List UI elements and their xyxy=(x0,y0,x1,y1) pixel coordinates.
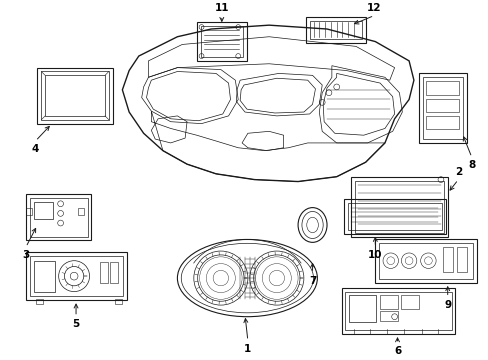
Bar xyxy=(345,292,450,330)
Bar xyxy=(354,181,443,233)
Text: 8: 8 xyxy=(467,160,474,170)
Bar xyxy=(110,262,117,283)
Bar xyxy=(418,73,466,143)
Text: 1: 1 xyxy=(244,343,251,354)
Bar xyxy=(350,177,447,237)
Text: 11: 11 xyxy=(214,3,228,13)
Bar xyxy=(426,81,458,95)
Bar xyxy=(309,21,361,39)
Bar xyxy=(426,116,458,129)
Text: 2: 2 xyxy=(454,167,461,177)
Bar xyxy=(305,17,365,42)
Text: 9: 9 xyxy=(443,300,450,310)
Bar xyxy=(379,296,397,309)
Bar xyxy=(348,296,375,323)
Bar xyxy=(341,288,454,334)
Bar xyxy=(26,208,32,215)
Bar xyxy=(36,299,43,304)
Bar xyxy=(344,199,445,234)
Bar xyxy=(379,311,397,320)
Text: 5: 5 xyxy=(72,319,80,329)
Bar xyxy=(26,252,127,300)
Bar xyxy=(422,77,462,139)
Bar xyxy=(378,243,472,279)
Bar xyxy=(347,203,441,230)
Bar xyxy=(34,261,55,292)
Bar xyxy=(426,99,458,112)
Bar xyxy=(100,262,108,283)
Bar xyxy=(200,26,243,57)
Text: 12: 12 xyxy=(366,3,381,13)
Bar xyxy=(401,296,418,309)
Bar xyxy=(114,299,122,304)
Bar xyxy=(196,22,246,61)
Bar xyxy=(26,194,91,240)
Bar xyxy=(442,247,451,272)
Bar xyxy=(41,72,109,120)
Bar xyxy=(38,68,113,123)
Bar xyxy=(34,202,53,219)
Text: 6: 6 xyxy=(393,346,400,356)
Bar xyxy=(456,247,466,272)
Text: 7: 7 xyxy=(308,276,316,286)
Bar xyxy=(30,256,123,296)
Bar xyxy=(30,198,87,237)
Bar xyxy=(45,75,105,116)
Text: 10: 10 xyxy=(367,250,382,260)
Bar xyxy=(78,208,83,215)
Text: 3: 3 xyxy=(22,250,29,260)
Bar xyxy=(374,239,476,283)
Text: 4: 4 xyxy=(32,144,39,154)
